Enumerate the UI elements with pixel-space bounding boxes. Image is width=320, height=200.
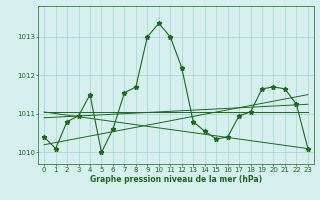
- X-axis label: Graphe pression niveau de la mer (hPa): Graphe pression niveau de la mer (hPa): [90, 175, 262, 184]
